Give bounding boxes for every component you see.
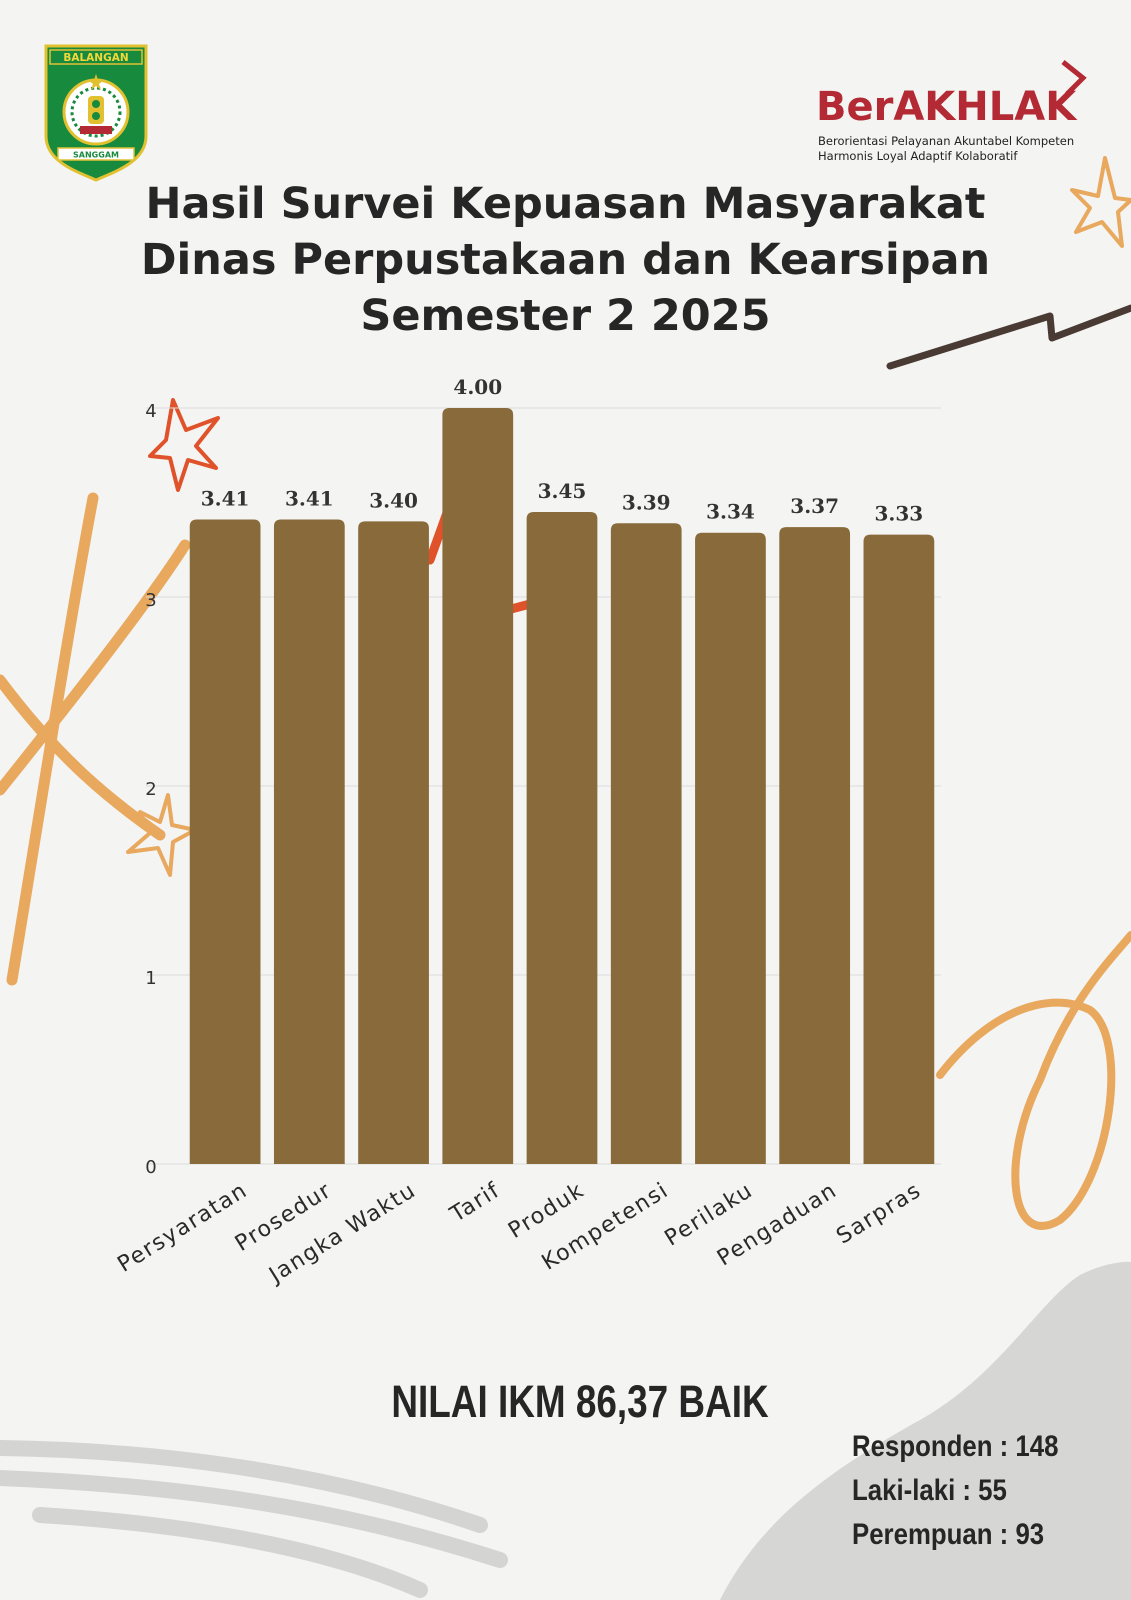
male-count: Laki-laki : 55 xyxy=(852,1474,1007,1507)
x-tick-label: Tarif xyxy=(445,1178,505,1228)
bar-produk xyxy=(526,511,598,1164)
chevron-icon xyxy=(1061,60,1087,96)
value-label: 4.00 xyxy=(453,375,502,399)
brand-tagline-2: Harmonis Loyal Adaptif Kolaboratif xyxy=(818,149,1018,163)
title-line-2: Dinas Perpustakaan dan Kearsipan xyxy=(140,235,991,285)
value-label: 3.40 xyxy=(369,488,418,512)
emblem-bottom-text: SANGGAM xyxy=(73,151,119,160)
grey-blob xyxy=(720,1261,1131,1600)
ikm-value: NILAI IKM 86,37 BAIK xyxy=(391,1376,769,1427)
bar-tarif xyxy=(442,408,514,1164)
value-label: 3.37 xyxy=(790,494,839,518)
brown-zigzag xyxy=(886,304,1131,370)
grey-scribble xyxy=(0,1440,508,1598)
value-label: 3.33 xyxy=(875,502,924,526)
title-line-1: Hasil Survei Kepuasan Masyarakat xyxy=(145,179,986,229)
value-label: 3.39 xyxy=(622,490,671,514)
female-count: Perempuan : 93 xyxy=(852,1518,1045,1551)
orange-strokes xyxy=(0,492,191,986)
bar-persyaratan xyxy=(189,519,261,1164)
value-label: 3.45 xyxy=(538,479,587,503)
value-labels: 3.41 3.41 3.40 4.00 3.45 3.39 3.34 3.37 3.33 xyxy=(201,375,923,526)
x-tick-label: Sarpras xyxy=(832,1178,926,1250)
bar-perilaku xyxy=(695,532,766,1164)
bar-jangka-waktu xyxy=(358,521,429,1164)
respondent-stats: Responden : 148 Laki-laki : 55 Perempuan… xyxy=(852,1425,1092,1557)
bar-sarpras xyxy=(863,534,935,1164)
star-orange-left xyxy=(126,793,197,877)
star-top-right xyxy=(1070,156,1131,248)
title-line-3: Semester 2 2025 xyxy=(360,291,771,341)
brand-tagline-1: Berorientasi Pelayanan Akuntabel Kompete… xyxy=(818,134,1075,148)
bar-pengaduan xyxy=(779,527,851,1164)
emblem-top-text: BALANGAN xyxy=(63,52,128,64)
berakhlak-logo: BerAKHLAK Berorientasi Pelayanan Akuntab… xyxy=(812,58,1092,168)
y-tick-label: 4 xyxy=(145,401,156,422)
orange-loop xyxy=(936,931,1131,1230)
value-label: 3.41 xyxy=(201,487,250,511)
respondents-count: Responden : 148 xyxy=(852,1430,1059,1463)
x-tick-label: Persyaratan xyxy=(113,1178,252,1278)
value-label: 3.34 xyxy=(706,500,755,524)
bar-kompetensi xyxy=(610,523,682,1164)
value-label: 3.41 xyxy=(285,487,334,511)
y-axis-ticks: 0 1 2 3 4 xyxy=(145,401,156,1178)
bar-prosedur xyxy=(273,519,345,1164)
y-tick-label: 1 xyxy=(145,968,156,989)
x-tick-label: Jangka Waktu xyxy=(263,1178,420,1289)
balangan-emblem: BALANGAN SANGGAM xyxy=(44,44,148,182)
star-red xyxy=(148,398,220,492)
bars xyxy=(189,408,935,1164)
y-tick-label: 2 xyxy=(145,779,156,800)
y-tick-label: 0 xyxy=(145,1157,156,1178)
y-tick-label: 3 xyxy=(145,590,156,611)
page-title: Hasil Survei Kepuasan Masyarakat Dinas P… xyxy=(0,176,1131,344)
brand-name: BerAKHLAK xyxy=(816,84,1077,130)
